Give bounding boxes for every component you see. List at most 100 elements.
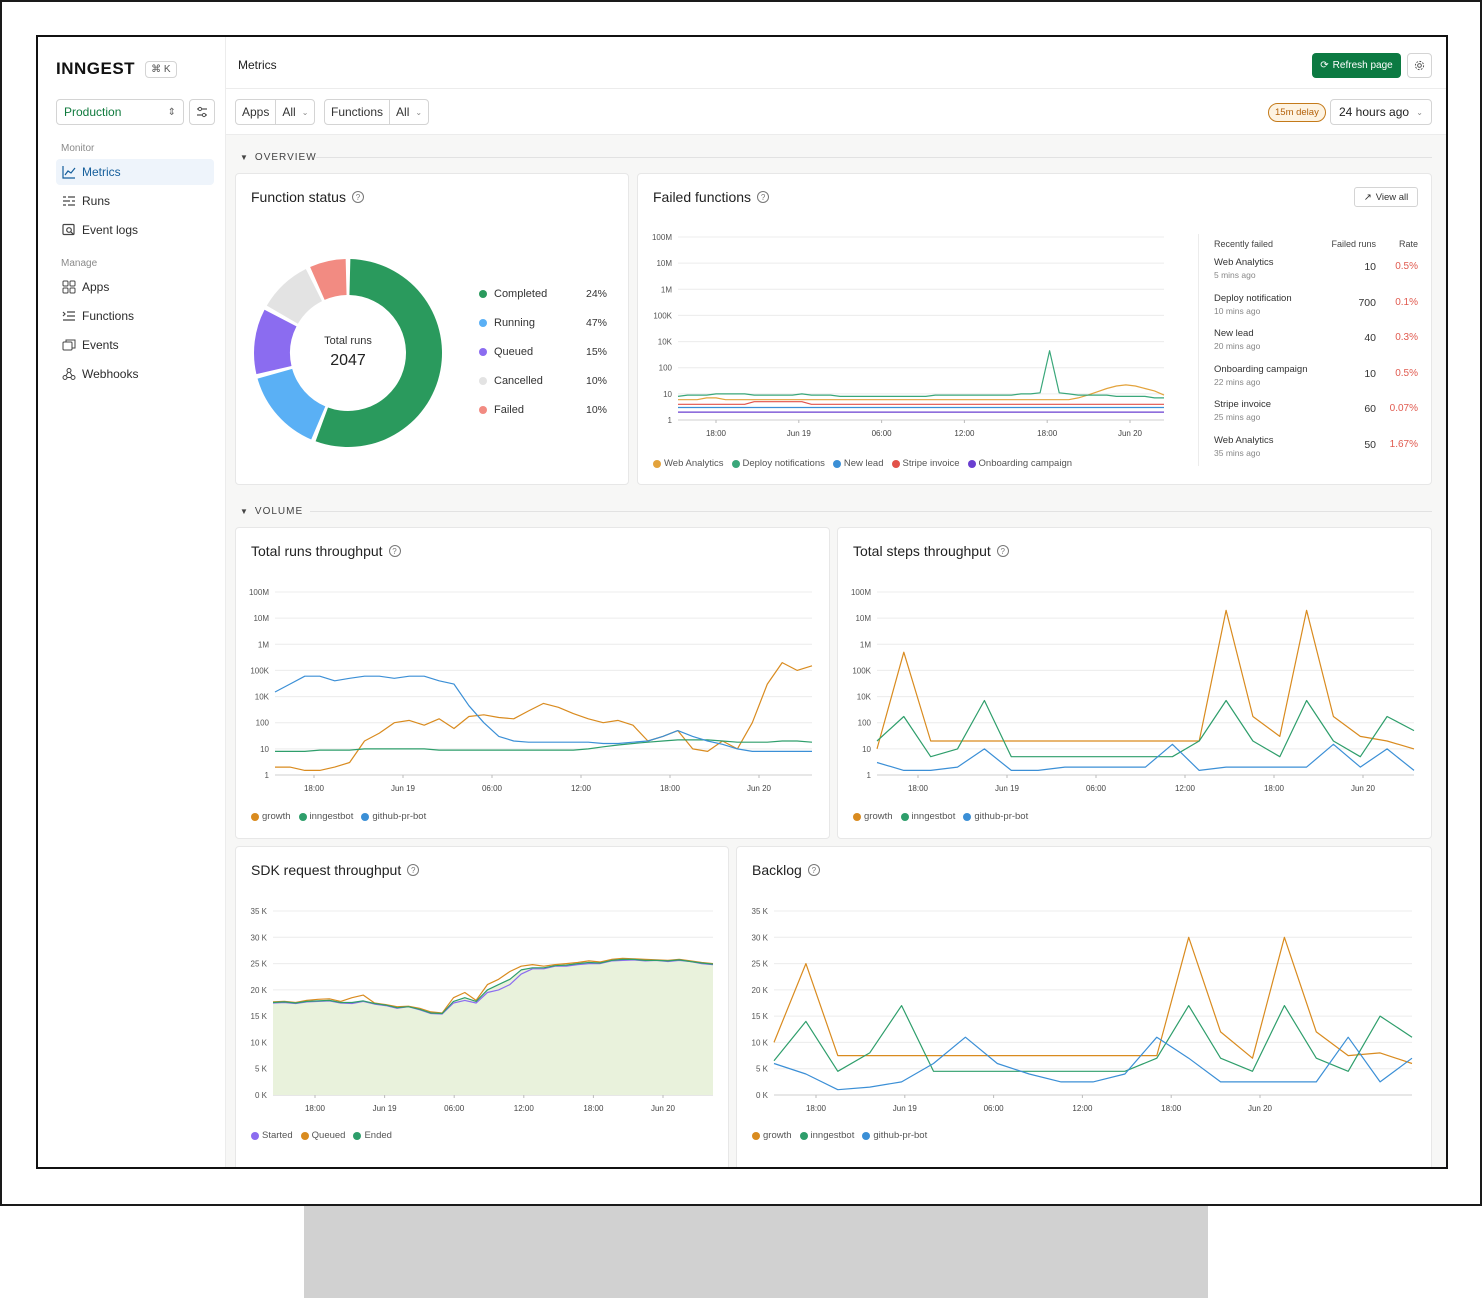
status-name: Cancelled bbox=[494, 375, 543, 387]
nav-section-monitor: Monitor bbox=[61, 143, 95, 154]
legend-item[interactable]: New lead bbox=[832, 458, 884, 469]
help-icon[interactable]: ? bbox=[807, 864, 820, 876]
settings-button[interactable] bbox=[1407, 53, 1432, 78]
legend-item[interactable]: Onboarding campaign bbox=[967, 458, 1072, 469]
help-icon[interactable]: ? bbox=[757, 191, 770, 203]
y-tick-label: 10M bbox=[656, 259, 672, 268]
table-row[interactable]: Onboarding campaign 22 mins ago 10 0.5% bbox=[1214, 364, 1418, 400]
time-range-value: 24 hours ago bbox=[1339, 105, 1410, 119]
sidebar-item-metrics[interactable]: Metrics bbox=[56, 159, 214, 185]
legend-item[interactable]: Web Analytics bbox=[653, 458, 724, 469]
series-line-inngestbot[interactable] bbox=[773, 1005, 1413, 1072]
x-tick-label: 18:00 bbox=[1161, 1104, 1182, 1113]
x-tick-label: 06:00 bbox=[872, 429, 893, 438]
series-line-github-pr-bot[interactable] bbox=[274, 675, 812, 752]
legend-item[interactable]: Deploy notifications bbox=[731, 458, 825, 469]
legend-item[interactable]: Queued bbox=[300, 1130, 345, 1141]
y-tick-label: 0 K bbox=[756, 1091, 769, 1100]
donut-slice-cancelled[interactable] bbox=[266, 268, 323, 324]
series-line-inngestbot[interactable] bbox=[876, 699, 1415, 758]
donut-slice-running[interactable] bbox=[257, 368, 326, 440]
sidebar-item-apps[interactable]: Apps bbox=[56, 274, 214, 300]
series-line-stripe-invoice[interactable] bbox=[678, 401, 1164, 405]
status-name: Completed bbox=[494, 288, 548, 300]
y-tick-label: 100K bbox=[653, 311, 672, 320]
donut-slice-completed[interactable] bbox=[315, 259, 442, 447]
overview-section-toggle[interactable]: ▼ OVERVIEW bbox=[240, 152, 317, 163]
command-shortcut-badge[interactable]: ⌘ K bbox=[145, 60, 177, 78]
help-icon[interactable]: ? bbox=[351, 191, 364, 203]
help-icon[interactable]: ? bbox=[996, 545, 1009, 557]
legend-item[interactable]: inngestbot bbox=[298, 811, 353, 822]
sidebar-item-label: Runs bbox=[82, 194, 111, 208]
series-line-growth[interactable] bbox=[275, 662, 813, 771]
sidebar-item-webhooks[interactable]: Webhooks bbox=[56, 361, 214, 387]
series-line-queued[interactable] bbox=[272, 957, 714, 1014]
table-row[interactable]: Deploy notification 10 mins ago 700 0.1% bbox=[1214, 293, 1418, 329]
series-line-inngestbot[interactable] bbox=[275, 739, 813, 752]
legend-label: New lead bbox=[843, 458, 884, 469]
sidebar-item-functions[interactable]: Functions bbox=[56, 303, 214, 329]
status-name: Queued bbox=[494, 346, 534, 358]
x-tick-label: 06:00 bbox=[1086, 784, 1107, 793]
legend-item[interactable]: Started bbox=[251, 1130, 293, 1141]
status-legend-item: Failed 10% bbox=[479, 404, 607, 416]
series-line-ended[interactable] bbox=[272, 958, 714, 1015]
y-tick-label: 1M bbox=[258, 640, 269, 649]
table-row[interactable]: Stripe invoice 25 mins ago 60 0.07% bbox=[1214, 399, 1418, 435]
legend-label: Started bbox=[262, 1130, 293, 1141]
table-row[interactable]: Web Analytics 35 mins ago 50 1.67% bbox=[1214, 435, 1418, 471]
time-range-select[interactable]: 24 hours ago ⌄ bbox=[1330, 99, 1432, 125]
series-line-deploy-notifications[interactable] bbox=[677, 350, 1164, 399]
sidebar-item-event-logs[interactable]: Event logs bbox=[56, 217, 214, 243]
legend-label: growth bbox=[262, 811, 291, 822]
legend-item[interactable]: growth bbox=[752, 1130, 792, 1141]
function-status-card: Function status ? Total runs 2047 Comple… bbox=[235, 173, 629, 485]
legend-item[interactable]: github-pr-bot bbox=[361, 811, 426, 822]
series-line-github-pr-bot[interactable] bbox=[773, 1036, 1413, 1091]
legend-item[interactable]: inngestbot bbox=[900, 811, 955, 822]
table-row[interactable]: Web Analytics 5 mins ago 10 0.5% bbox=[1214, 257, 1418, 293]
functions-filter[interactable]: Functions All ⌄ bbox=[324, 99, 430, 125]
sdk-request-card: SDK request throughput ? 0 K 5 K 10 K 15 K 2… bbox=[235, 846, 729, 1167]
volume-section-toggle[interactable]: ▼ VOLUME bbox=[240, 506, 303, 517]
apps-filter-value: All bbox=[282, 105, 296, 119]
donut-slice-failed[interactable] bbox=[310, 259, 347, 300]
failed-runs-cell: 60 bbox=[1364, 403, 1376, 416]
legend-dot bbox=[653, 459, 661, 468]
legend-item[interactable]: growth bbox=[251, 811, 291, 822]
donut-chart bbox=[254, 259, 442, 447]
legend-item[interactable]: Stripe invoice bbox=[891, 458, 960, 469]
failed-time-ago: 25 mins ago bbox=[1214, 412, 1261, 423]
sidebar-item-runs[interactable]: Runs bbox=[56, 188, 214, 214]
legend-item[interactable]: github-pr-bot bbox=[963, 811, 1028, 822]
legend-item[interactable]: Ended bbox=[353, 1130, 392, 1141]
x-tick-label: Jun 20 bbox=[1351, 784, 1376, 793]
series-line-github-pr-bot[interactable] bbox=[876, 743, 1415, 771]
series-line-growth[interactable] bbox=[876, 609, 1415, 750]
card-title: Total steps throughput ? bbox=[853, 543, 1009, 559]
overview-section-label: OVERVIEW bbox=[254, 152, 317, 163]
sidebar-item-events[interactable]: Events bbox=[56, 332, 214, 358]
status-percent: 15% bbox=[585, 346, 607, 358]
help-icon[interactable]: ? bbox=[407, 864, 420, 876]
legend-item[interactable]: github-pr-bot bbox=[862, 1130, 927, 1141]
refresh-page-button[interactable]: ⟳ Refresh page bbox=[1312, 53, 1401, 78]
apps-filter[interactable]: Apps All ⌄ bbox=[235, 99, 316, 125]
x-tick-label: 18:00 bbox=[305, 1104, 326, 1113]
series-line-web-analytics[interactable] bbox=[678, 384, 1165, 401]
environment-settings-button[interactable] bbox=[189, 99, 215, 125]
series-line-growth[interactable] bbox=[773, 936, 1413, 1065]
donut-center-label: Total runs bbox=[324, 335, 372, 347]
environment-select[interactable]: Production ⇕ bbox=[56, 99, 184, 125]
table-row[interactable]: New lead 20 mins ago 40 0.3% bbox=[1214, 328, 1418, 364]
y-tick-label: 10 bbox=[663, 390, 672, 399]
donut-slice-queued[interactable] bbox=[254, 309, 297, 375]
y-tick-label: 5 K bbox=[255, 1065, 268, 1074]
chevron-updown-icon: ⇕ bbox=[167, 106, 176, 118]
help-icon[interactable]: ? bbox=[388, 545, 401, 557]
x-tick-label: 18:00 bbox=[806, 1104, 827, 1113]
legend-item[interactable]: growth bbox=[853, 811, 893, 822]
view-all-button[interactable]: ↗ View all bbox=[1354, 187, 1418, 207]
legend-item[interactable]: inngestbot bbox=[799, 1130, 854, 1141]
